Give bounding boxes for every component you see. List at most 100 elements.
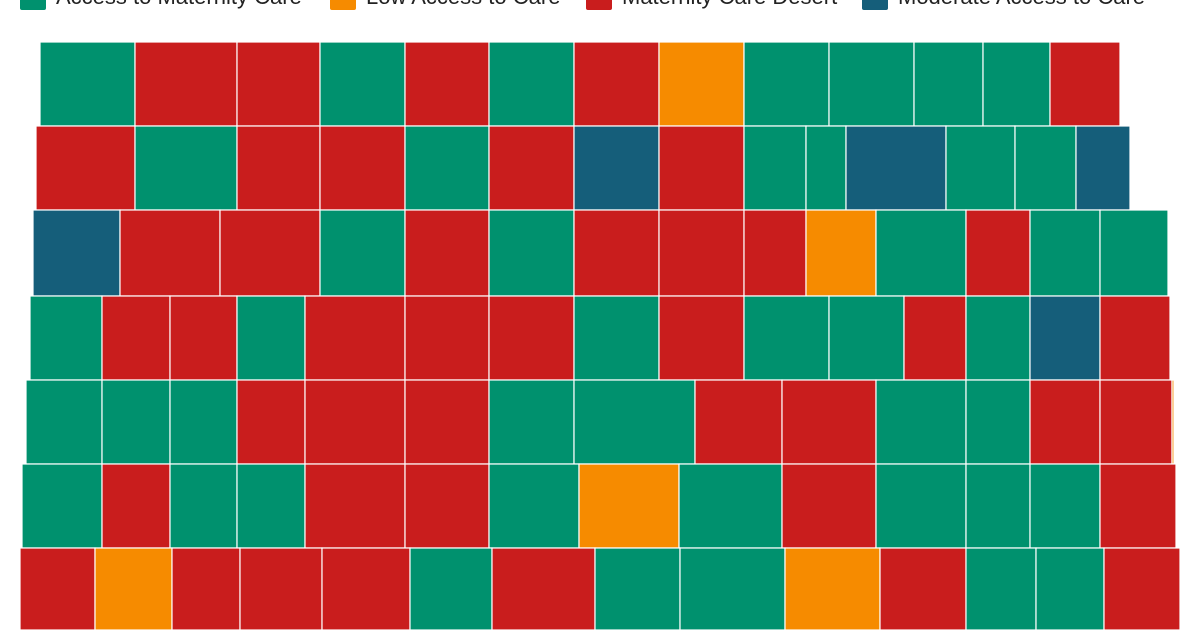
legend-item-access: Access to Maternity Care	[20, 0, 302, 10]
county-access	[236, 463, 306, 549]
county-desert	[743, 209, 807, 297]
county-access	[965, 547, 1037, 630]
county-desert	[304, 463, 406, 549]
county-moderate	[32, 209, 121, 297]
county-moderate	[573, 125, 660, 211]
county-access	[1014, 125, 1077, 211]
county-access	[743, 41, 830, 127]
county-desert	[573, 41, 660, 127]
legend-swatch-moderate	[862, 0, 888, 10]
county-access	[1099, 209, 1169, 297]
county-access	[743, 295, 830, 381]
county-desert	[781, 463, 877, 549]
legend-item-low: Low Access to Care	[330, 0, 560, 10]
county-access	[875, 463, 967, 549]
county-access	[319, 209, 406, 297]
county-access	[1035, 547, 1105, 630]
county-access	[805, 125, 847, 211]
county-moderate	[1029, 295, 1101, 381]
county-access	[21, 463, 103, 549]
county-access	[236, 295, 306, 381]
county-desert	[101, 295, 171, 381]
county-desert	[573, 209, 660, 297]
county-desert	[319, 125, 406, 211]
county-moderate	[845, 125, 947, 211]
legend-swatch-access	[20, 0, 46, 10]
county-access	[965, 379, 1031, 465]
county-desert	[236, 41, 321, 127]
county-access	[488, 463, 580, 549]
county-desert	[134, 41, 238, 127]
legend-label-moderate: Moderate Access to Care	[898, 0, 1145, 10]
county-desert	[219, 209, 321, 297]
county-desert	[236, 379, 306, 465]
county-low	[1171, 379, 1175, 465]
county-access	[828, 295, 905, 381]
county-access	[488, 41, 575, 127]
county-desert	[965, 209, 1031, 297]
county-low	[805, 209, 877, 297]
map-legend: Access to Maternity Care Low Access to C…	[0, 0, 1200, 18]
legend-label-access: Access to Maternity Care	[56, 0, 302, 10]
county-access	[573, 295, 660, 381]
county-desert	[1103, 547, 1181, 630]
county-low	[578, 463, 680, 549]
county-desert	[19, 547, 96, 630]
county-desert	[304, 295, 406, 381]
county-low	[94, 547, 173, 630]
county-desert	[658, 125, 745, 211]
county-access	[29, 295, 103, 381]
county-access	[875, 379, 967, 465]
county-desert	[169, 295, 238, 381]
county-desert	[488, 295, 575, 381]
county-desert	[1099, 295, 1171, 381]
county-desert	[321, 547, 411, 630]
county-low	[658, 41, 745, 127]
county-access	[1029, 209, 1101, 297]
county-layer	[19, 41, 1181, 630]
county-access	[965, 295, 1031, 381]
county-desert	[404, 379, 490, 465]
county-access	[913, 41, 984, 127]
county-desert	[1099, 463, 1177, 549]
county-low	[784, 547, 881, 630]
county-access	[594, 547, 681, 630]
county-access	[25, 379, 103, 465]
county-access	[488, 379, 575, 465]
legend-label-desert: Maternity Care Desert	[622, 0, 837, 10]
county-desert	[404, 463, 490, 549]
county-access	[945, 125, 1016, 211]
county-desert	[658, 209, 745, 297]
county-desert	[101, 463, 171, 549]
county-desert	[658, 295, 745, 381]
county-desert	[879, 547, 967, 630]
county-desert	[236, 125, 321, 211]
county-access	[678, 463, 783, 549]
county-moderate	[1075, 125, 1131, 211]
county-desert	[404, 295, 490, 381]
county-desert	[171, 547, 241, 630]
legend-item-moderate: Moderate Access to Care	[862, 0, 1145, 10]
county-desert	[1029, 379, 1101, 465]
county-access	[169, 463, 238, 549]
county-access	[743, 125, 807, 211]
county-access	[134, 125, 238, 211]
county-desert	[239, 547, 323, 630]
county-desert	[1049, 41, 1121, 127]
county-desert	[404, 41, 490, 127]
county-access	[39, 41, 136, 127]
county-desert	[119, 209, 221, 297]
county-access	[875, 209, 967, 297]
legend-swatch-desert	[586, 0, 612, 10]
county-access	[409, 547, 493, 630]
county-access	[404, 125, 490, 211]
county-desert	[304, 379, 406, 465]
county-access	[982, 41, 1051, 127]
legend-swatch-low	[330, 0, 356, 10]
county-access	[319, 41, 406, 127]
legend-label-low: Low Access to Care	[366, 0, 560, 10]
county-access	[169, 379, 238, 465]
county-desert	[694, 379, 783, 465]
county-desert	[903, 295, 967, 381]
